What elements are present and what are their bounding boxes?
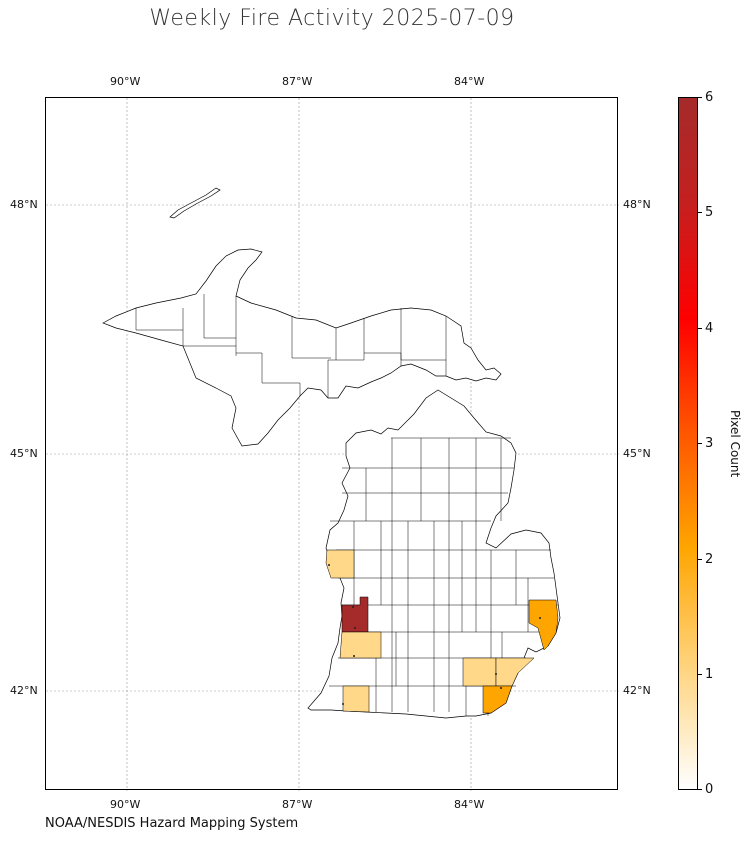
map-frame[interactable] [45, 97, 619, 791]
county-monroe [482, 685, 513, 714]
fire-point [342, 703, 344, 705]
colorbar-tickmark [698, 674, 702, 675]
lon-tick-bottom-87w: 87°W [282, 798, 313, 811]
colorbar-tickmark [698, 212, 702, 213]
isle-royale [169, 187, 221, 219]
county-wayne [495, 657, 535, 687]
lat-tick-right-48n: 48°N [623, 198, 651, 211]
colorbar-tick-1: 1 [705, 667, 714, 682]
lat-tick-right-42n: 42°N [623, 684, 651, 697]
county-oceana [325, 549, 355, 579]
county-allegan [339, 631, 382, 659]
lp-county-lines [329, 437, 558, 716]
lon-tick-bottom-90w: 90°W [110, 798, 141, 811]
colorbar-tickmark [698, 559, 702, 560]
colorbar-tick-2: 2 [705, 552, 714, 567]
colorbar-tick-6: 6 [705, 90, 714, 105]
colorbar-tick-0: 0 [705, 782, 714, 797]
fire-point [500, 687, 502, 689]
up-county-lines [135, 294, 447, 398]
fire-detection-points [328, 564, 541, 705]
colorbar-tickmark [698, 97, 702, 98]
colorbar-tickmark [698, 789, 702, 790]
fire-point [353, 655, 355, 657]
lon-tick-top-84w: 84°W [454, 75, 485, 88]
lat-tick-left-42n: 42°N [10, 684, 38, 697]
colorbar-tickmark [698, 328, 702, 329]
fire-point [328, 564, 330, 566]
upper-peninsula [102, 248, 502, 447]
fire-point [495, 673, 497, 675]
colorbar-label: Pixel Count [728, 410, 742, 478]
colorbar [678, 97, 698, 790]
michigan-map [46, 98, 619, 791]
lat-tick-left-48n: 48°N [10, 198, 38, 211]
fire-counties [325, 549, 559, 714]
map-title: Weekly Fire Activity 2025-07-09 [149, 6, 515, 31]
county-washtenaw [462, 657, 497, 687]
colorbar-tick-4: 4 [705, 321, 714, 336]
lat-tick-left-45n: 45°N [10, 447, 38, 460]
fire-point [352, 606, 354, 608]
lon-tick-top-87w: 87°W [282, 75, 313, 88]
county-st-clair [528, 599, 559, 651]
lat-tick-right-45n: 45°N [623, 447, 651, 460]
colorbar-tickmark [698, 443, 702, 444]
fire-point [539, 617, 541, 619]
colorbar-tick-5: 5 [705, 205, 714, 220]
fire-point [354, 627, 356, 629]
credit-text: NOAA/NESDIS Hazard Mapping System [45, 816, 299, 831]
lon-tick-top-90w: 90°W [110, 75, 141, 88]
county-st-joseph [342, 685, 370, 713]
lon-tick-bottom-84w: 84°W [454, 798, 485, 811]
colorbar-tick-3: 3 [705, 436, 714, 451]
